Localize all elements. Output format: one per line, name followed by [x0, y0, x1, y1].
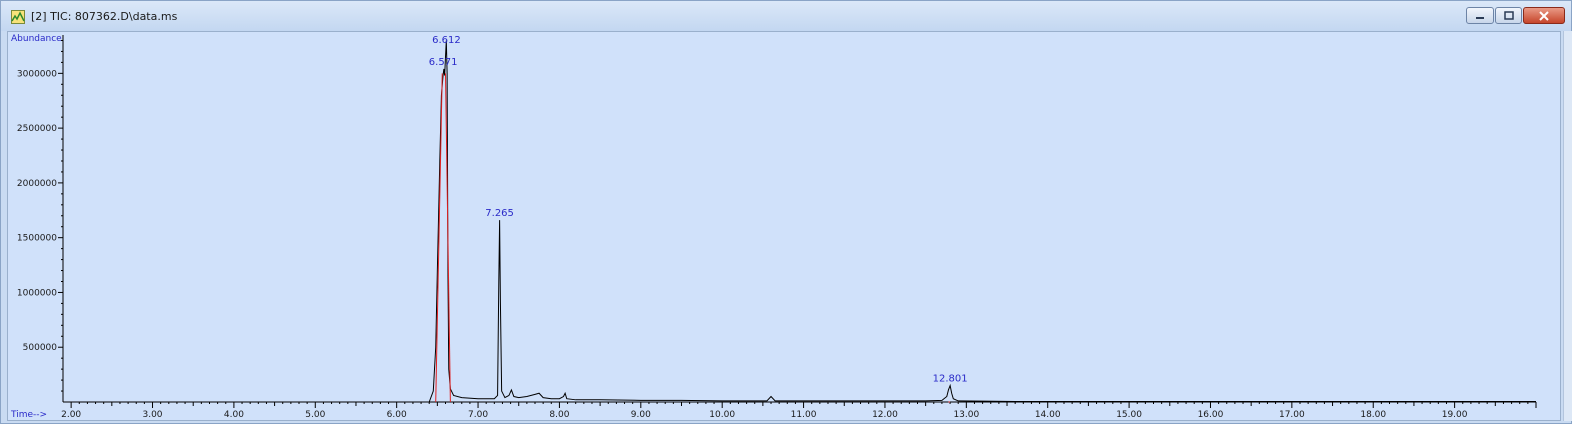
x-tick-label: 12.00 — [872, 410, 898, 420]
x-axis-ticks: 2.00 3.00 4.00 5.00 6.00 7.00 8.00 9.00 10.00 11.… — [61, 402, 1537, 420]
x-tick-label: 8.00 — [549, 410, 569, 420]
tic-trace — [63, 40, 1536, 403]
x-tick-label: 15.00 — [1116, 410, 1142, 420]
x-tick-label: 19.00 — [1442, 410, 1468, 420]
y-tick-label: 1500000 — [17, 234, 57, 244]
x-tick-label: 9.00 — [631, 410, 651, 420]
maximize-icon — [1503, 11, 1514, 20]
y-axis-ticks: 500000 1000000 1500000 2000000 2500000 300000… — [17, 39, 63, 392]
series-group — [63, 40, 1536, 403]
peak-label: 7.265 — [485, 208, 514, 219]
x-axis-label: Time--> — [10, 410, 47, 420]
x-tick-label: 5.00 — [305, 410, 325, 420]
chromatogram-chart: 500000 1000000 1500000 2000000 2500000 300000… — [10, 34, 1537, 420]
x-tick-label: 13.00 — [953, 410, 979, 420]
x-tick-label: 2.00 — [61, 410, 81, 420]
x-tick-label: 14.00 — [1035, 410, 1061, 420]
minimize-button[interactable] — [1466, 7, 1494, 24]
peak-label: 12.801 — [933, 374, 968, 385]
title-bar[interactable]: [2] TIC: 807362.D\data.ms — [1, 1, 1571, 31]
y-tick-label: 3000000 — [17, 69, 57, 79]
x-tick-label: 18.00 — [1360, 410, 1386, 420]
x-tick-label: 17.00 — [1279, 410, 1305, 420]
x-tick-label: 16.00 — [1198, 410, 1224, 420]
y-axis-label: Abundance — [11, 34, 62, 44]
peak-label: 6.571 — [429, 57, 458, 68]
chromatogram-plot[interactable]: 500000 1000000 1500000 2000000 2500000 300000… — [7, 31, 1561, 421]
x-tick-label: 3.00 — [142, 410, 162, 420]
x-tick-label: 4.00 — [224, 410, 244, 420]
y-tick-label: 2000000 — [17, 179, 57, 189]
peak-labels: 6.612 6.571 7.265 12.801 — [429, 35, 968, 385]
x-tick-label: 11.00 — [791, 410, 817, 420]
chromatogram-app-icon — [11, 10, 25, 24]
integration-baseline — [435, 73, 443, 403]
minimize-icon — [1476, 16, 1484, 19]
y-tick-label: 1000000 — [17, 288, 57, 298]
x-tick-label: 7.00 — [468, 410, 488, 420]
integration-baseline — [444, 73, 451, 403]
y-tick-label: 2500000 — [17, 124, 57, 134]
close-button[interactable] — [1523, 7, 1565, 24]
axes — [62, 35, 1536, 403]
vertical-scrollbar[interactable] — [1563, 31, 1572, 421]
y-tick-label: 500000 — [23, 343, 58, 353]
integration-baselines — [435, 73, 951, 403]
x-tick-label: 6.00 — [387, 410, 407, 420]
peak-label: 6.612 — [432, 35, 461, 46]
window-title: [2] TIC: 807362.D\data.ms — [31, 10, 178, 23]
close-icon — [1539, 10, 1549, 21]
maximize-button[interactable] — [1495, 7, 1522, 24]
x-tick-label: 10.00 — [709, 410, 735, 420]
